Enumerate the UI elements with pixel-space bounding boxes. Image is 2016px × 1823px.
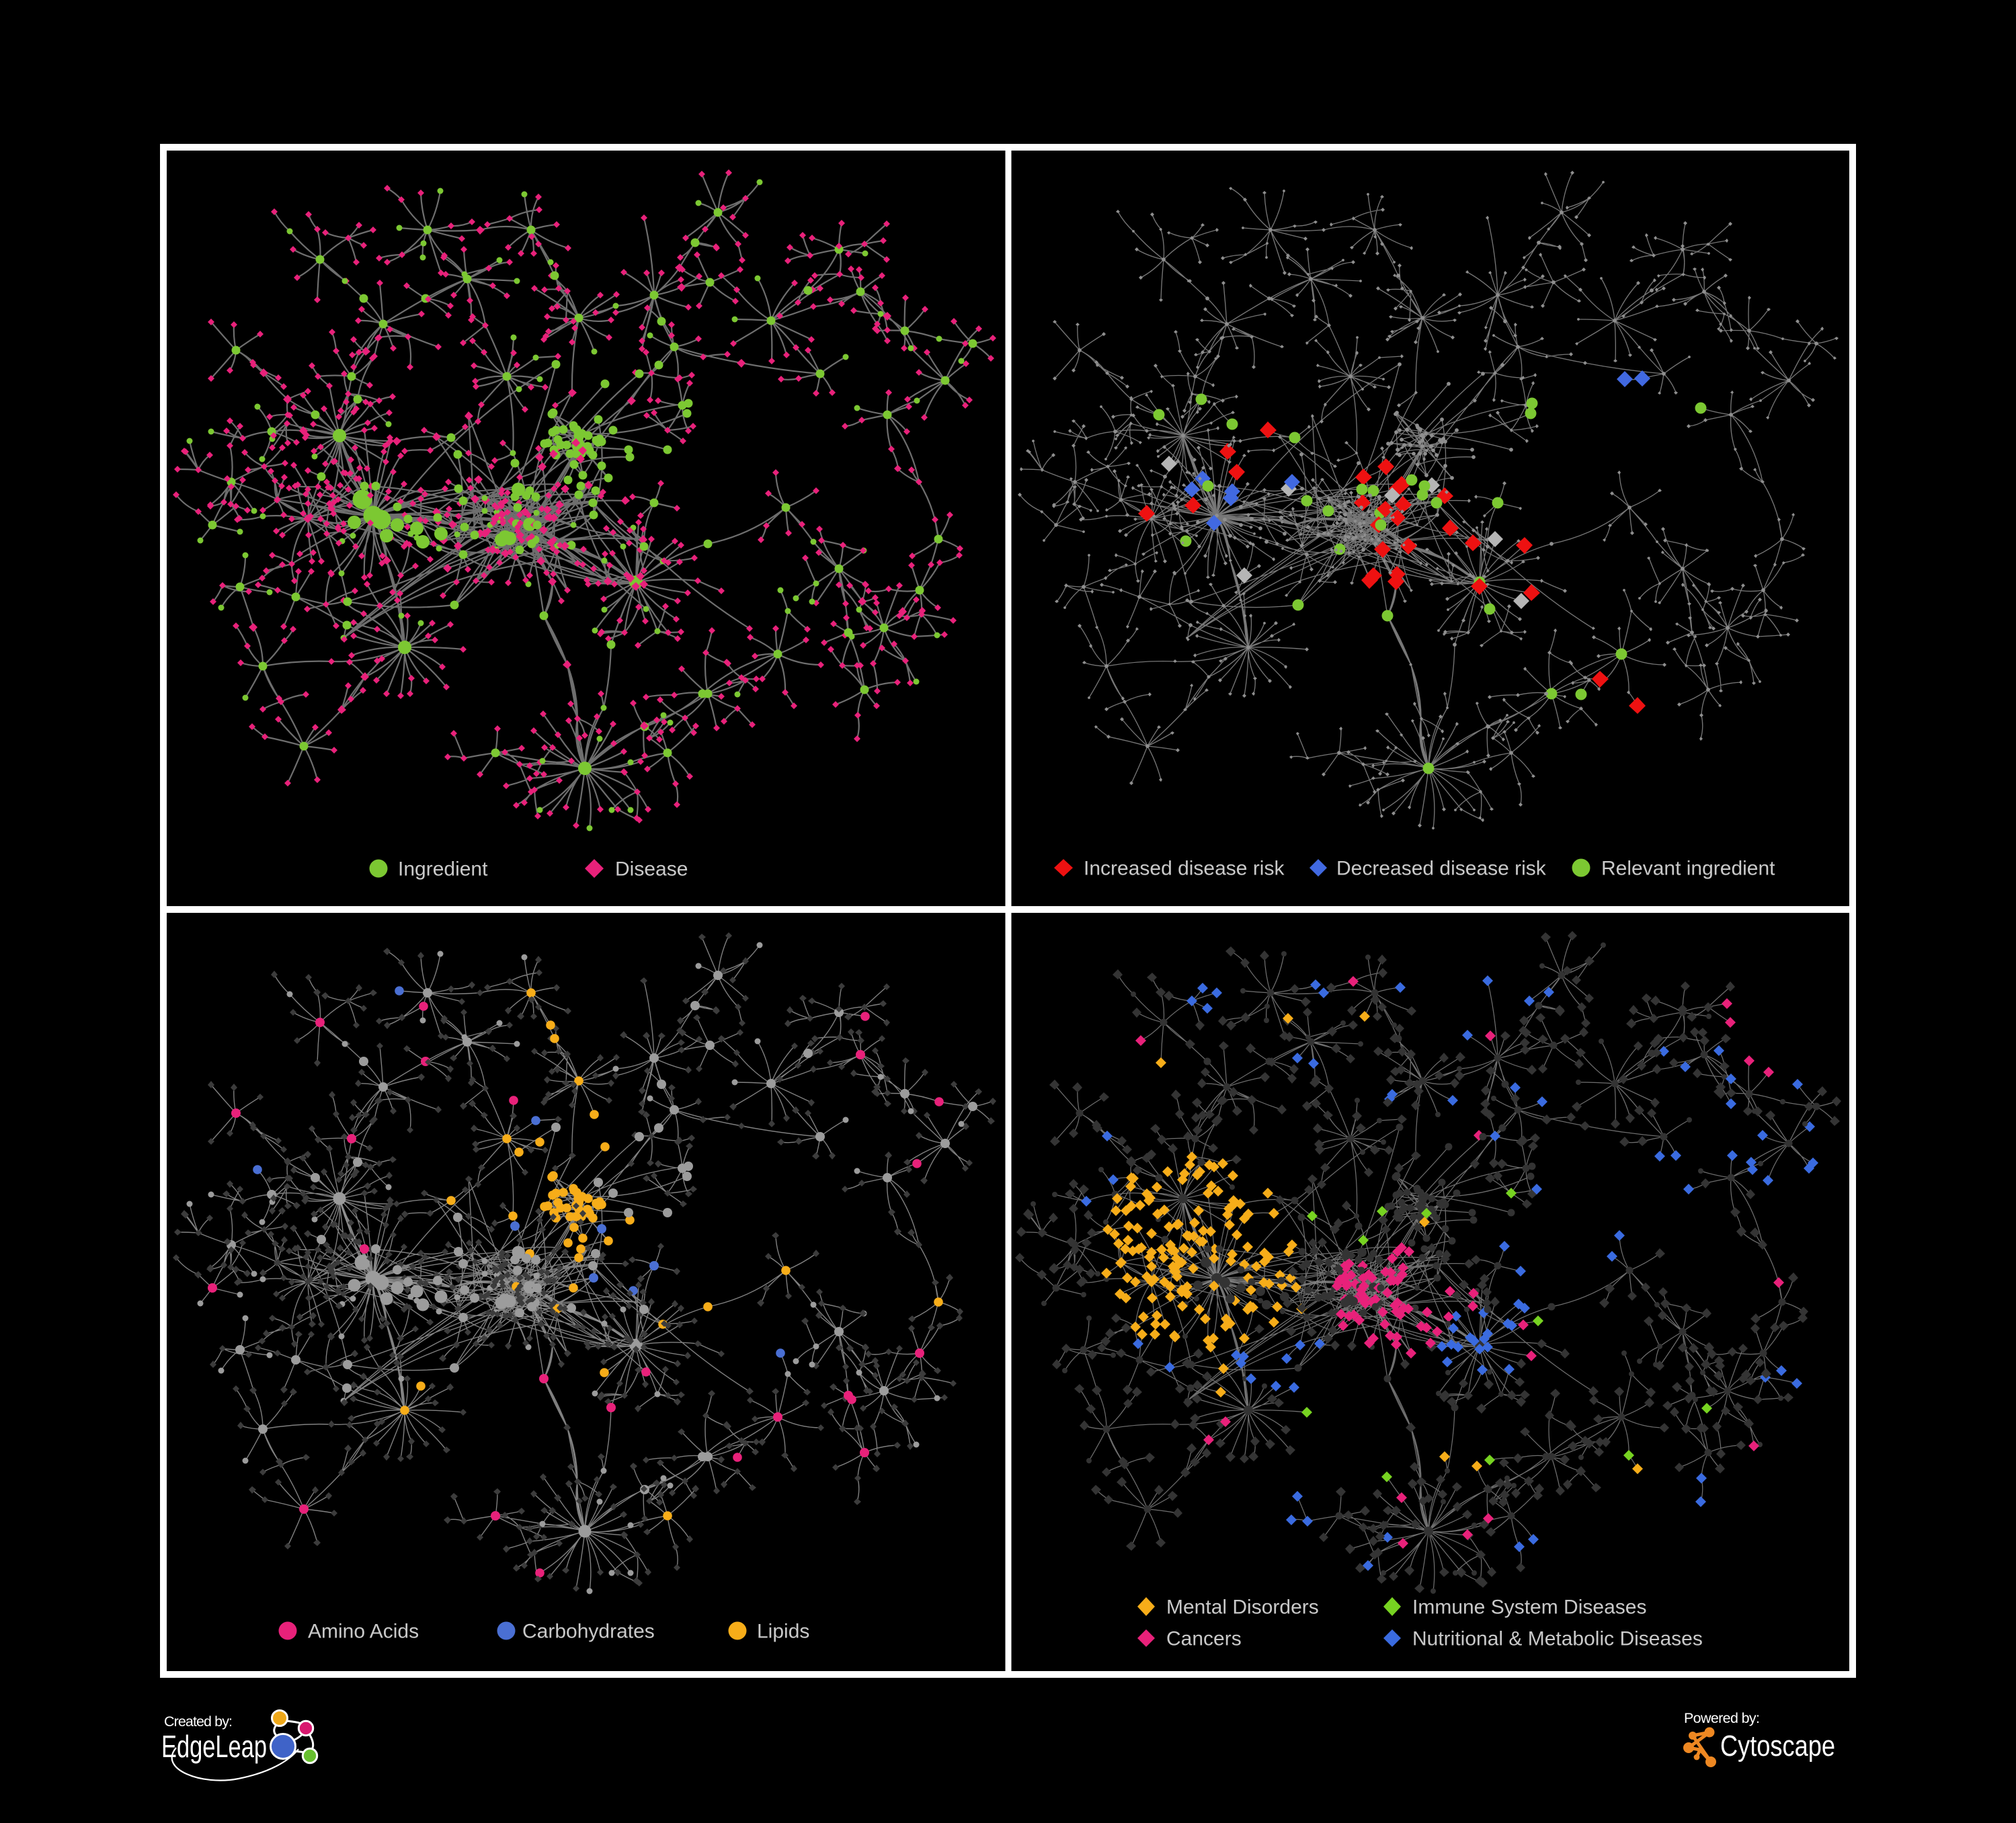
svg-text:Powered by:: Powered by: xyxy=(1684,1710,1760,1726)
svg-text:Decreased disease risk: Decreased disease risk xyxy=(1336,858,1547,880)
svg-text:Mental Disorders: Mental Disorders xyxy=(1166,1596,1319,1619)
svg-text:Cancers: Cancers xyxy=(1166,1628,1242,1650)
svg-text:Immune System Diseases: Immune System Diseases xyxy=(1412,1596,1646,1619)
svg-text:Cytoscape: Cytoscape xyxy=(1720,1730,1835,1763)
svg-text:EdgeLeap: EdgeLeap xyxy=(161,1729,267,1764)
svg-text:Lipids: Lipids xyxy=(757,1621,809,1643)
svg-text:Carbohydrates: Carbohydrates xyxy=(522,1621,655,1643)
svg-text:Disease: Disease xyxy=(615,858,688,881)
svg-text:Increased disease risk: Increased disease risk xyxy=(1084,858,1285,880)
svg-text:Created by:: Created by: xyxy=(164,1713,233,1730)
svg-text:Relevant ingredient: Relevant ingredient xyxy=(1601,858,1775,880)
svg-text:Ingredient: Ingredient xyxy=(398,858,488,881)
svg-text:Amino Acids: Amino Acids xyxy=(308,1621,419,1643)
svg-text:Nutritional & Metabolic Diseas: Nutritional & Metabolic Diseases xyxy=(1412,1628,1703,1650)
